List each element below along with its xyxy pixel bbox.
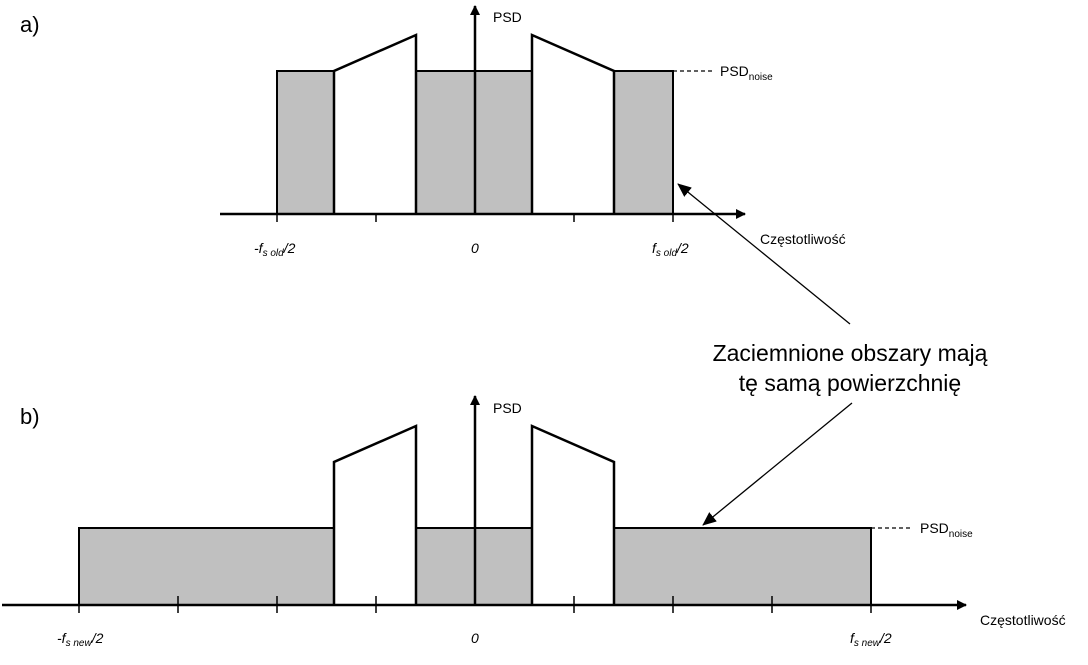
noise-block-left <box>276 70 335 215</box>
noise-block-left <box>78 527 335 606</box>
y-axis-label: PSD <box>493 9 522 25</box>
signal-band-left <box>332 424 418 605</box>
noise-block-right <box>613 70 674 215</box>
panel-a-label: a) <box>20 12 40 37</box>
psd-noise-label: PSDnoise <box>720 63 773 83</box>
annotation-line-1: Zaciemnione obszary mają <box>713 340 988 366</box>
tick-label-zero: 0 <box>471 240 479 256</box>
x-ticks <box>78 596 872 613</box>
tick-label-zero: 0 <box>471 630 479 646</box>
signal-band-right <box>530 33 616 214</box>
tick-label-neg-fs-old: -fs old/2 <box>254 240 296 259</box>
annotation-arrow-upper <box>677 183 851 325</box>
x-ticks <box>276 214 674 222</box>
tick-label-fs-old: fs old/2 <box>652 240 689 259</box>
panel-a: a) PSDnoise PSD Częstotliwość -fs old/2 … <box>20 5 846 259</box>
annotation-arrow-lower <box>702 402 853 526</box>
x-axis-label: Częstotliwość <box>980 612 1066 628</box>
panel-b: b) PSDnoise PSD Częstotliwość -fs new/2 <box>2 395 1066 649</box>
tick-label-fs-new: fs new/2 <box>850 630 892 649</box>
annotation-line-2: tę samą powierzchnię <box>739 370 961 396</box>
panel-b-label: b) <box>20 404 40 429</box>
signal-band-left <box>332 33 418 214</box>
noise-block-right <box>613 527 872 606</box>
signal-band-right <box>530 424 616 605</box>
x-axis-label: Częstotliwość <box>760 231 846 247</box>
tick-label-neg-fs-new: -fs new/2 <box>57 630 104 649</box>
y-axis-label: PSD <box>493 400 522 416</box>
annotation: Zaciemnione obszary mają tę samą powierz… <box>677 183 988 526</box>
psd-noise-label: PSDnoise <box>920 520 973 540</box>
